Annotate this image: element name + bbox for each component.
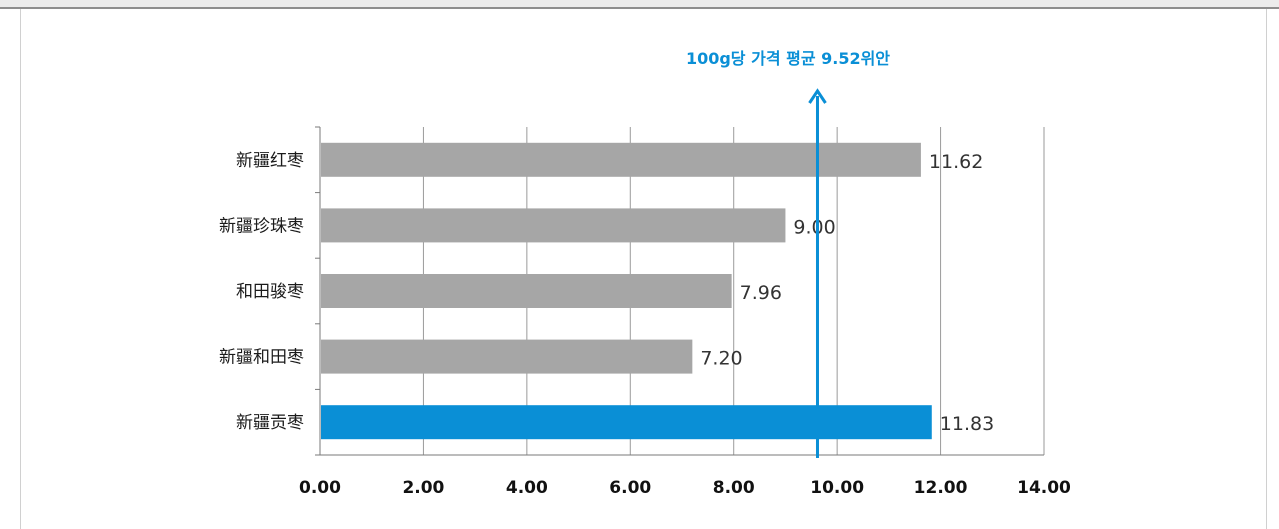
left-frame-line	[20, 9, 21, 529]
x-tick-label: 14.00	[1017, 478, 1071, 498]
value-label: 7.96	[740, 282, 782, 304]
value-label: 7.20	[700, 348, 742, 370]
category-label: 和田骏枣	[236, 282, 304, 302]
bar	[321, 405, 932, 440]
bar	[321, 208, 786, 243]
x-tick-label: 8.00	[713, 478, 755, 498]
x-tick-label: 0.00	[299, 478, 341, 498]
x-tick-label: 4.00	[506, 478, 548, 498]
bar	[321, 142, 921, 177]
value-label: 9.00	[793, 216, 835, 238]
average-label: 100g당 가격 평균 9.52위안	[686, 49, 890, 68]
x-tick-label: 6.00	[609, 478, 651, 498]
value-label: 11.62	[929, 151, 983, 173]
category-label: 新疆红枣	[236, 151, 304, 171]
average-arrow-icon	[808, 88, 827, 104]
top-divider	[0, 0, 1279, 9]
x-tick-label: 12.00	[914, 478, 968, 498]
category-label: 新疆珍珠枣	[219, 216, 304, 236]
x-tick-label: 10.00	[810, 478, 864, 498]
x-tick-label: 2.00	[402, 478, 444, 498]
right-frame-line	[1266, 9, 1267, 529]
bar	[321, 339, 693, 374]
value-label: 11.83	[940, 413, 994, 435]
bar	[321, 274, 732, 308]
category-label: 新疆贡枣	[236, 413, 304, 433]
category-label: 新疆和田枣	[219, 348, 304, 368]
